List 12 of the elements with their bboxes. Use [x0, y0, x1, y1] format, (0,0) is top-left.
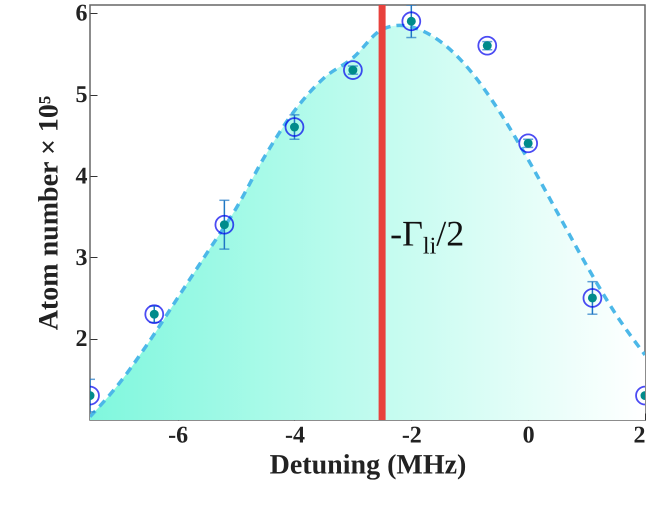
y-tick-label: 4 [76, 163, 88, 190]
y-axis-title: Atom number × 10⁵ [34, 96, 64, 330]
y-tick-label: 5 [76, 82, 88, 108]
x-tick-label: 0 [522, 422, 535, 448]
y-tick-label: 2 [76, 326, 88, 352]
x-tick-label: -2 [402, 422, 422, 448]
y-tick-label: 6 [76, 0, 88, 27]
y-tick-label: 3 [76, 244, 88, 271]
x-tick-label: -6 [168, 422, 188, 448]
x-tick-label: 2 [634, 422, 646, 448]
x-tick-label: -4 [284, 422, 305, 448]
x-axis-title: Detuning (MHz) [270, 450, 466, 480]
